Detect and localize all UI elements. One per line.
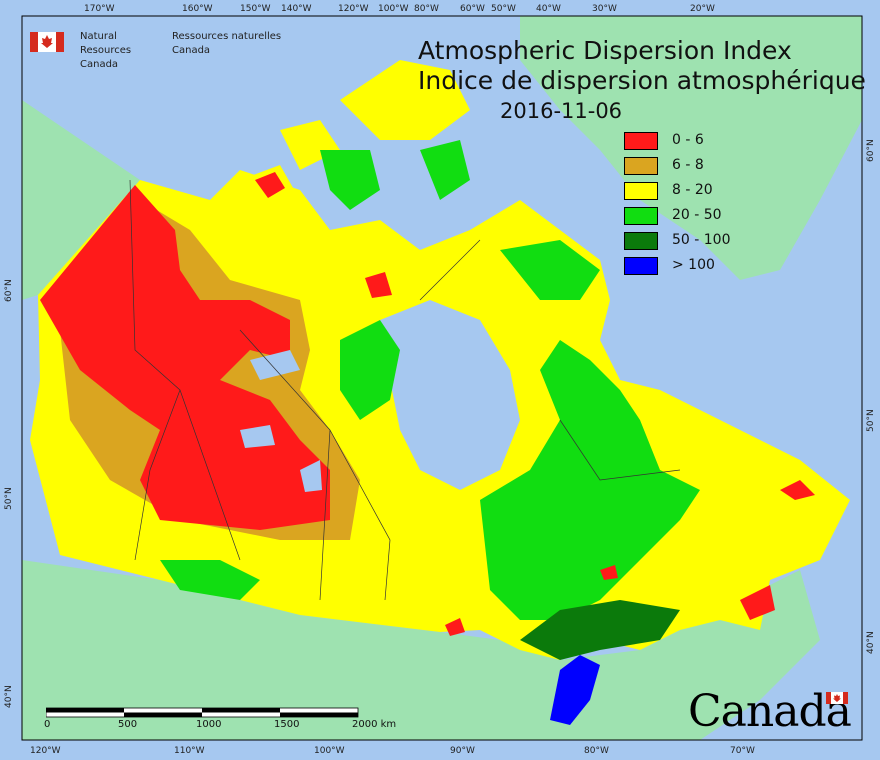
usa-land (22, 560, 820, 740)
org-fr-line1: Ressources naturelles (172, 31, 282, 42)
canada-wordmark: Canada (688, 686, 852, 737)
tick-top-label: 50°W (491, 4, 516, 14)
map-frame-border (21, 15, 863, 741)
map-title-en: Atmospheric Dispersion Index (418, 36, 792, 65)
legend-label: 6 - 8 (672, 157, 704, 173)
title-block: Atmospheric Dispersion Index Indice de d… (418, 36, 866, 126)
tick-bottom-label: 70°W (730, 746, 755, 756)
org-en-line2: Canada (80, 59, 119, 70)
lakes (240, 350, 322, 492)
scale-tick-label: 500 (118, 719, 138, 730)
legend-item: 6 - 8 (624, 157, 744, 177)
tick-right-label: 40°N (866, 631, 876, 654)
legend-swatch (624, 132, 658, 150)
legend-label: 20 - 50 (672, 207, 722, 223)
tick-left-label: 40°N (4, 685, 14, 708)
wordmark-flag-icon (826, 692, 848, 704)
map-date: 2016-11-06 (500, 99, 623, 123)
zone-darkgreen-south (520, 600, 680, 660)
legend-item: 50 - 100 (624, 232, 744, 252)
province-boundaries (129, 179, 681, 601)
scale-bar-graphic (45, 707, 359, 718)
tick-bottom-label: 110°W (174, 746, 205, 756)
tick-top-label: 30°W (592, 4, 617, 14)
tick-left-label: 50°N (4, 487, 14, 510)
tick-top-label: 150°W (240, 4, 271, 14)
legend-item: 8 - 20 (624, 182, 744, 202)
legend-label: 8 - 20 (672, 182, 713, 198)
scale-tick-label: 0 (44, 719, 51, 730)
tick-top-label: 100°W (378, 4, 409, 14)
legend-item: > 100 (624, 257, 744, 277)
zone-blue-ontario (550, 655, 600, 725)
canada-flag-icon (30, 32, 64, 52)
zone-green-east (480, 340, 700, 620)
map-title-fr: Indice de dispersion atmosphérique (418, 66, 866, 95)
legend-label: 0 - 6 (672, 132, 704, 148)
scale-tick-label: 2000 km (352, 719, 397, 730)
tick-bottom-label: 100°W (314, 746, 345, 756)
tick-left-label: 60°N (4, 279, 14, 302)
tick-top-label: 80°W (414, 4, 439, 14)
scale-tick-label: 1000 (196, 719, 222, 730)
tick-bottom-label: 120°W (30, 746, 61, 756)
zone-red-north (255, 172, 392, 298)
arctic-islands (240, 60, 470, 215)
legend-swatch (624, 232, 658, 250)
zone-green-bc (160, 560, 260, 600)
tick-top-label: 20°W (690, 4, 715, 14)
tick-right-label: 50°N (866, 409, 876, 432)
tick-top-label: 160°W (182, 4, 213, 14)
scale-bar: 0 500 1000 1500 2000 km (44, 705, 396, 735)
tick-top-label: 140°W (281, 4, 312, 14)
hudson-bay (380, 300, 520, 490)
tick-top-label: 40°W (536, 4, 561, 14)
org-en-line1: Natural Resources (80, 31, 132, 56)
alaska-land (22, 100, 140, 300)
tick-bottom-label: 90°W (450, 746, 475, 756)
legend-label: > 100 (672, 257, 715, 273)
org-fr-line2: Canada (172, 45, 211, 56)
legend-swatch (624, 182, 658, 200)
scale-tick-label: 1500 (274, 719, 300, 730)
tick-top-label: 60°W (460, 4, 485, 14)
legend-swatch (624, 257, 658, 275)
tick-right-label: 60°N (866, 139, 876, 162)
legend-swatch (624, 207, 658, 225)
legend-item: 0 - 6 (624, 132, 744, 152)
legend-label: 50 - 100 (672, 232, 731, 248)
tick-top-label: 120°W (338, 4, 369, 14)
legend-swatch (624, 157, 658, 175)
legend-item: 20 - 50 (624, 207, 744, 227)
zone-green-arctic (320, 140, 600, 300)
org-name-fr: Ressources naturelles Canada (172, 30, 292, 58)
org-name-en: Natural Resources Canada (80, 30, 170, 72)
tick-bottom-label: 80°W (584, 746, 609, 756)
zone-green-hudson (340, 320, 400, 420)
greenland-land (520, 16, 862, 280)
tick-top-label: 170°W (84, 4, 115, 14)
